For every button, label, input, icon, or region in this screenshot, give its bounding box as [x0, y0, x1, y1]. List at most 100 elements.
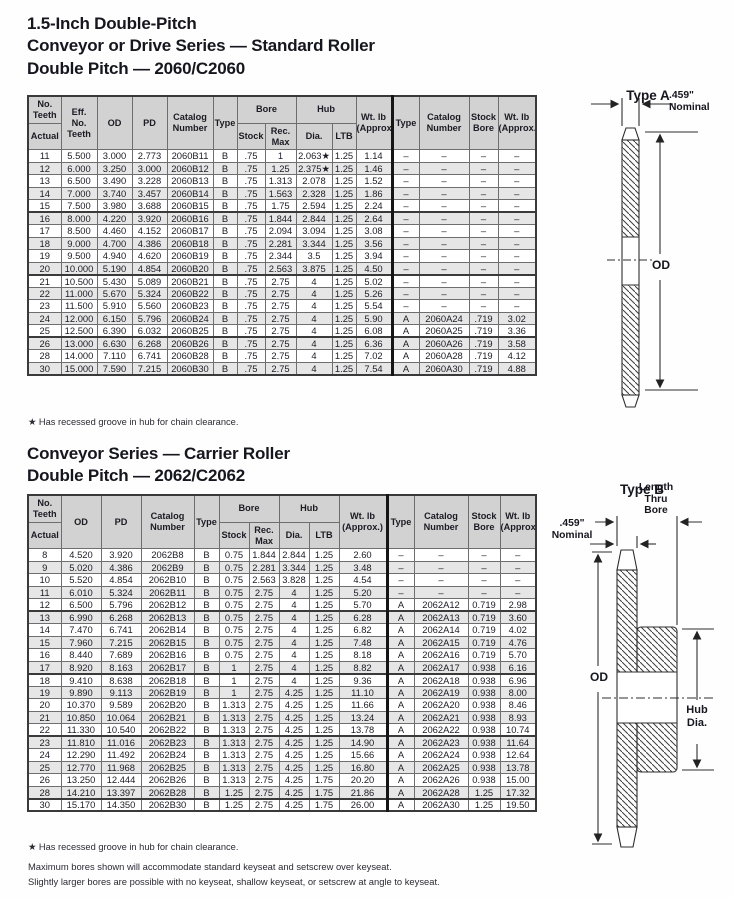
table-cell: 2.563: [248, 573, 280, 587]
table-cell: 24: [27, 311, 62, 326]
table-cell: 2062B24: [140, 748, 195, 762]
table-cell: –: [467, 585, 501, 600]
nominal-width-dimension-label: .459" Nominal: [669, 90, 710, 114]
table-cell: 2062A12: [413, 598, 469, 612]
table-cell: 1.25: [331, 286, 357, 301]
table-cell: 2.75: [248, 785, 280, 800]
page-title-line2: Conveyor or Drive Series — Standard Roll…: [27, 36, 375, 56]
table-cell: 4.152: [131, 224, 168, 238]
table-cell: .75: [236, 324, 266, 338]
table-cell: 5.430: [96, 273, 133, 288]
table-cell: .75: [236, 273, 266, 288]
table-cell: A: [385, 735, 415, 750]
table-cell: –: [497, 186, 537, 201]
table-cell: 14.90: [338, 735, 388, 750]
table-cell: .75: [236, 149, 266, 163]
table-cell: 0.75: [218, 635, 250, 650]
table-cell: 3.5: [295, 249, 333, 263]
table-cell: 2.75: [248, 598, 280, 612]
table-cell: 13.24: [338, 710, 388, 725]
table-cell: 20: [27, 261, 62, 276]
table-cell: 1.25: [218, 797, 250, 812]
table-cell: 1.25: [308, 598, 340, 612]
table-cell: .75: [236, 199, 266, 213]
table-row: 8 4.520 3.920 2062B8 B 0.75 1.844 2.844 1.25 2.60…: [27, 548, 537, 562]
table-cell: B: [212, 224, 238, 238]
bore-note-2: Slightly larger bores are possible with …: [28, 875, 440, 887]
table-cell: A: [385, 710, 415, 725]
table-cell: B: [193, 648, 220, 662]
table-cell: B: [212, 149, 238, 163]
table-cell: 8.93: [499, 710, 537, 725]
table-cell: A: [385, 797, 415, 812]
table-cell: 3.920: [131, 211, 168, 226]
column-header: Wt. lb (Approx.): [497, 95, 537, 151]
table-row: 17 8.920 8.163 2062B17 B 1 2.75 4 1.25 8.82 A 2062A…: [27, 660, 537, 675]
table-cell: A: [390, 336, 420, 351]
table-cell: 0.75: [218, 573, 250, 587]
table-cell: 1.25: [308, 698, 340, 712]
table-cell: –: [418, 273, 470, 288]
table-cell: 4.02: [499, 623, 537, 637]
table-cell: –: [413, 573, 469, 587]
table-cell: 3.58: [497, 336, 537, 351]
table-cell: 4.854: [100, 573, 142, 587]
table-cell: 1.25: [331, 174, 357, 188]
table-cell: 2062B25: [140, 760, 195, 775]
table-cell: 5.324: [100, 585, 142, 600]
table-cell: 13.78: [338, 723, 388, 737]
column-header: Hub: [295, 95, 357, 124]
table-cell: B: [193, 635, 220, 650]
table-cell: –: [390, 224, 420, 238]
table-cell: 11.64: [499, 735, 537, 750]
table-cell: 3.828: [278, 573, 310, 587]
table-cell: 5.089: [131, 273, 168, 288]
section2-title-line1: Conveyor Series — Carrier Roller: [27, 444, 290, 463]
column-header: Rec. Max: [264, 122, 297, 151]
table-cell: 6.268: [100, 610, 142, 625]
table-cell: 19: [27, 249, 62, 263]
table-cell: 1.25: [264, 161, 297, 176]
table-cell: B: [212, 161, 238, 176]
table-cell: –: [413, 585, 469, 600]
table-cell: B: [193, 623, 220, 637]
table-cell: 4: [278, 585, 310, 600]
table-row: 24 12.290 11.492 2062B24 B 1.313 2.75 4.25 1.25 1…: [27, 748, 537, 762]
table-cell: 2.24: [355, 199, 393, 213]
table-cell: 12: [27, 161, 62, 176]
table-cell: 1.25: [308, 760, 340, 775]
table-row: 21 10.500 5.430 5.089 2060B21 B .75 2.75 4 1.25 5.…: [27, 273, 537, 288]
table-cell: .75: [236, 286, 266, 301]
table-cell: –: [497, 174, 537, 188]
table-cell: 3.48: [338, 560, 388, 575]
table-cell: 10.000: [60, 261, 98, 276]
table-cell: 11.330: [60, 723, 102, 737]
table-cell: –: [413, 548, 469, 562]
table-cell: B: [193, 785, 220, 800]
table-row: 10 5.520 4.854 2062B10 B 0.75 2.563 3.828 1.25 4.…: [27, 573, 537, 587]
table-cell: 2060A28: [418, 349, 470, 363]
table-cell: 6.741: [131, 349, 168, 363]
table-cell: 5.54: [355, 299, 393, 313]
table-cell: 7.02: [355, 349, 393, 363]
table-row: 13 6.500 3.490 3.228 2060B13 B .75 1.313 2.078 1.…: [27, 174, 537, 188]
table-row: 19 9.890 9.113 2062B19 B 1 2.75 4.25 1.25 11.10 A 2…: [27, 685, 537, 700]
table-cell: 8.00: [499, 685, 537, 700]
table-cell: –: [418, 299, 470, 313]
table-cell: A: [385, 672, 415, 687]
table-cell: 2060B22: [166, 286, 214, 301]
table-cell: 2.75: [264, 273, 297, 288]
table-cell: –: [390, 236, 420, 251]
table-cell: –: [418, 199, 470, 213]
table-cell: 9.113: [100, 685, 142, 700]
table-row: 12 6.000 3.250 3.000 2060B12 B .75 1.25 2.375★ 1.…: [27, 161, 537, 176]
table-cell: 2.844: [278, 548, 310, 562]
table-cell: A: [385, 635, 415, 650]
table-cell: –: [468, 249, 499, 263]
table-cell: 30: [27, 797, 62, 812]
table-cell: 4.88: [497, 361, 537, 376]
table-cell: 5.20: [338, 585, 388, 600]
table-cell: 2062B8: [140, 548, 195, 562]
table-cell: 2062A25: [413, 760, 469, 775]
table-cell: 1.313: [218, 735, 250, 750]
